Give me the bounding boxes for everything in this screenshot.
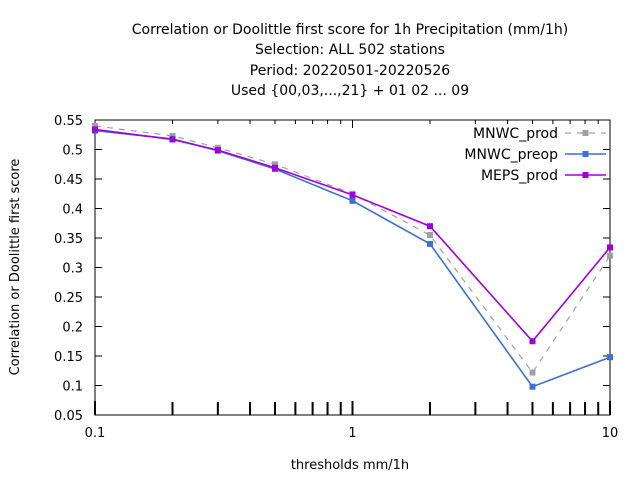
x-tick-label: 1 <box>348 426 356 441</box>
title-line-2: Selection: ALL 502 stations <box>255 42 445 58</box>
data-point <box>349 197 356 204</box>
x-tick-label: 10 <box>602 426 619 441</box>
title-line-1: Correlation or Doolittle first score for… <box>132 22 569 38</box>
series-line <box>94 128 611 343</box>
data-point <box>427 232 434 239</box>
data-point <box>529 338 536 345</box>
data-point <box>427 240 434 247</box>
y-tick-label: 0.55 <box>54 114 83 129</box>
y-axis: 0.05 0.1 0.15 0.2 0.25 0.3 0.35 0.4 0.45 0.5 0.55 <box>54 114 610 424</box>
x-axis: 0.1 1 10 <box>85 120 619 441</box>
x-tick-label: 0.1 <box>85 426 106 441</box>
y-tick-label: 0.2 <box>62 321 83 336</box>
data-point <box>214 147 221 154</box>
y-tick-label: 0.4 <box>62 203 83 218</box>
data-point <box>92 126 98 133</box>
y-tick-label: 0.45 <box>54 173 83 188</box>
data-point <box>271 164 278 171</box>
series-layer <box>92 122 613 390</box>
data-point <box>607 244 613 251</box>
series-MEPS_prod <box>92 126 613 345</box>
data-point <box>529 383 536 390</box>
y-tick-label: 0.15 <box>54 350 83 365</box>
data-point <box>349 191 356 198</box>
y-tick-label: 0.5 <box>62 144 83 159</box>
data-point <box>92 122 98 129</box>
series-MNWC_preop <box>92 127 613 390</box>
data-point <box>169 136 176 143</box>
series-line <box>94 125 611 374</box>
data-point <box>607 354 613 361</box>
legend-label-MNWC_prod: MNWC_prod <box>473 126 558 142</box>
chart-title: Correlation or Doolittle first score for… <box>132 22 569 99</box>
y-tick-label: 0.05 <box>54 409 83 424</box>
legend-swatch-marker <box>582 130 589 136</box>
legend-label-MNWC_preop: MNWC_preop <box>464 147 558 163</box>
legend-swatch-marker <box>582 172 589 178</box>
y-tick-label: 0.25 <box>54 291 83 306</box>
data-point <box>607 252 613 259</box>
y-tick-label: 0.1 <box>62 380 83 395</box>
legend-label-MEPS_prod: MEPS_prod <box>481 168 558 184</box>
data-point <box>271 161 278 168</box>
y-axis-label: Correlation or Doolittle first score <box>8 159 23 376</box>
legend: MNWC_prod MNWC_preop MEPS_prod <box>464 126 606 184</box>
y-tick-label: 0.3 <box>62 262 83 277</box>
y-tick-label: 0.35 <box>54 232 83 247</box>
x-axis-label: thresholds mm/1h <box>291 458 409 473</box>
legend-swatch-marker <box>582 151 589 157</box>
data-point <box>529 369 536 376</box>
data-point <box>427 223 434 230</box>
title-line-3: Period: 20220501-20220526 <box>250 63 450 79</box>
title-line-4: Used {00,03,...,21} + 01 02 ... 09 <box>231 83 469 99</box>
